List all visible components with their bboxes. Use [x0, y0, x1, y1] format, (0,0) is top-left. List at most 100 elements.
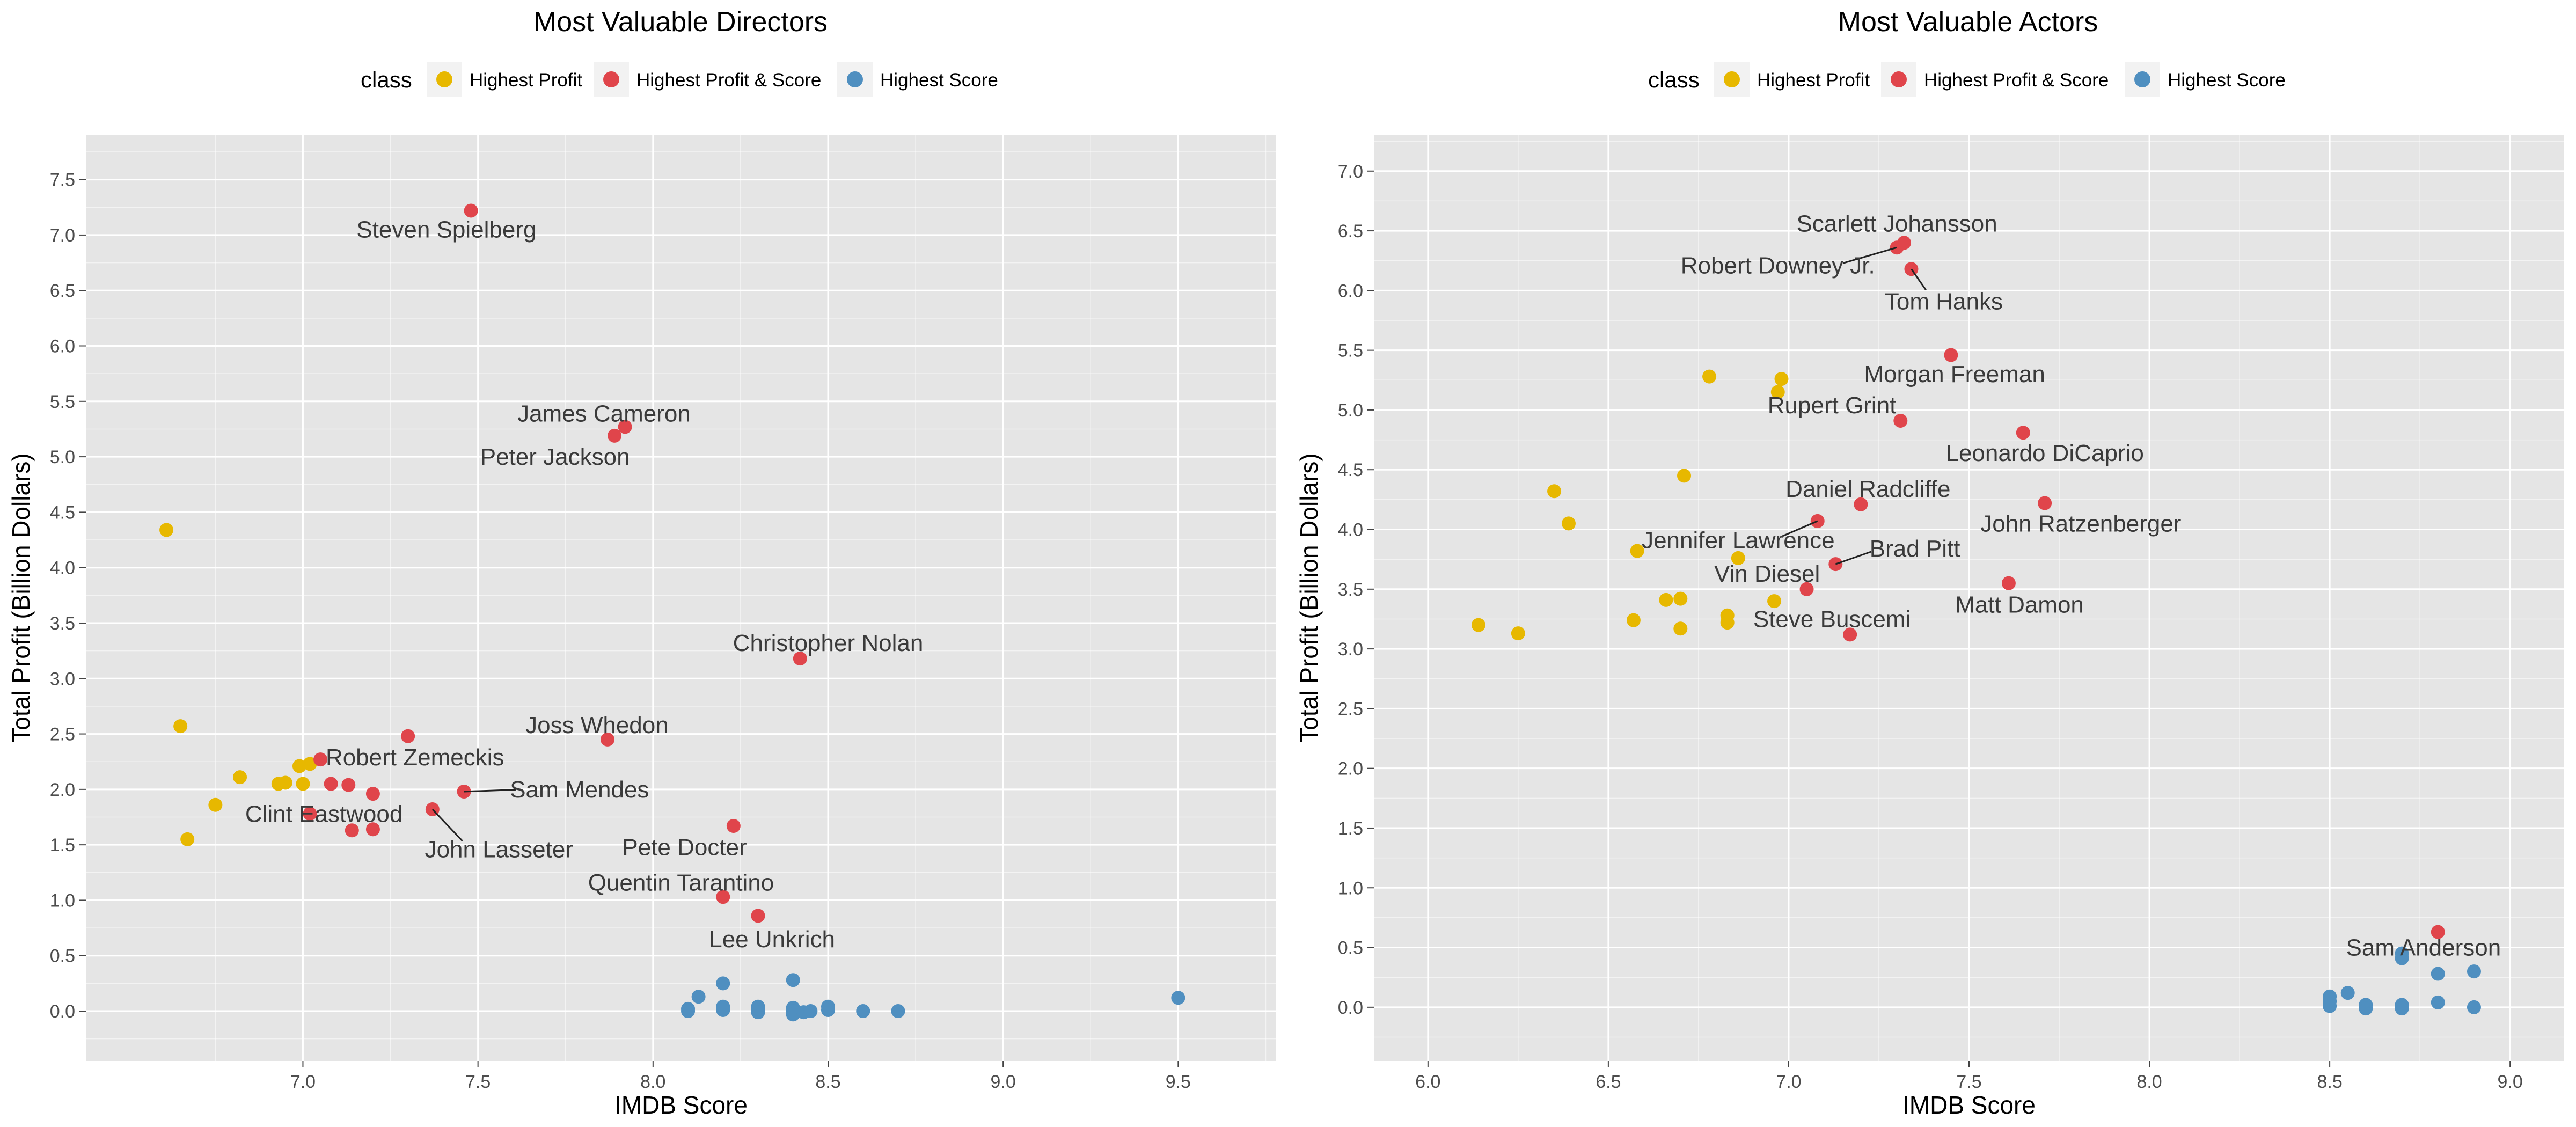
label-leader-line: [464, 788, 516, 793]
x-tick-label: 9.0: [2498, 1072, 2523, 1092]
legend-key-highest-profit-and-score: [1891, 71, 1907, 87]
point-label: Sam Anderson: [2346, 935, 2501, 961]
y-tick-label: 5.0: [1338, 400, 1363, 421]
y-tick-label: 2.5: [1338, 699, 1363, 719]
legend-key-highest-profit-and-score: [603, 71, 619, 87]
gridlines: [86, 135, 1276, 1061]
point-label: Brad Pitt: [1870, 536, 1960, 562]
point-highest-profit-and-score: [1854, 497, 1868, 511]
point-label: Daniel Radcliffe: [1785, 476, 1950, 502]
legend-label-highest-profit-and-score: Highest Profit & Score: [1924, 70, 2109, 91]
point-highest-profit-and-score: [365, 822, 380, 837]
y-tick-label: 1.5: [50, 835, 75, 855]
y-tick-label: 1.0: [1338, 878, 1363, 898]
point-highest-score: [2431, 967, 2445, 981]
point-label: Clint Eastwood: [245, 801, 402, 827]
point-highest-profit-and-score: [608, 428, 622, 443]
point-label: Rupert Grint: [1768, 392, 1897, 419]
point-highest-profit: [159, 523, 174, 537]
y-tick-label: 3.0: [1338, 639, 1363, 660]
x-tick-label: 7.0: [1776, 1072, 1801, 1092]
point-highest-profit: [1770, 385, 1785, 399]
point-highest-score: [821, 1002, 835, 1017]
point-highest-profit: [1767, 594, 1782, 609]
point-highest-profit: [303, 757, 317, 771]
point-highest-profit-and-score: [2431, 925, 2445, 939]
point-highest-profit-and-score: [1799, 582, 1814, 596]
point-label: Quentin Tarantino: [588, 869, 774, 896]
point-highest-score: [2359, 1001, 2373, 1016]
y-tick-label: 4.5: [50, 502, 75, 523]
y-tick-label: 7.0: [1338, 162, 1363, 182]
y-tick-label: 2.0: [1338, 759, 1363, 779]
point-highest-score: [2467, 1000, 2481, 1014]
y-tick-label: 7.5: [50, 170, 75, 191]
point-label: Tom Hanks: [1885, 288, 2003, 314]
point-label: Scarlett Johansson: [1796, 211, 1997, 237]
y-tick-label: 3.0: [50, 669, 75, 689]
point-highest-profit-and-score: [401, 729, 415, 743]
legend-key-highest-profit: [436, 71, 452, 87]
point-highest-profit: [1673, 621, 1688, 636]
point-highest-profit: [1774, 372, 1789, 386]
legend-label-highest-profit: Highest Profit: [1757, 70, 1870, 91]
legend-label-highest-profit: Highest Profit: [470, 70, 582, 91]
x-axis: 6.0 6.5 7.0 7.5 8.0 8.5 9.0: [1415, 1061, 2523, 1092]
point-highest-profit: [233, 770, 247, 785]
y-tick-label: 4.0: [1338, 520, 1363, 540]
point-highest-score: [716, 976, 730, 991]
point-highest-score: [691, 990, 706, 1004]
point-highest-score: [2395, 951, 2409, 965]
point-highest-profit-and-score: [2001, 576, 2016, 590]
x-axis-label: IMDB Score: [1902, 1091, 2036, 1119]
y-tick-label: 4.5: [1338, 460, 1363, 480]
legend-key-highest-score: [2134, 71, 2150, 87]
point-highest-profit-and-score: [618, 420, 632, 434]
y-axis: 0.0 0.5 1.0 1.5 2.0 2.5 3.0 3.5 4.0 4.5 5.0 5.5 6.0 6…: [50, 170, 86, 1022]
y-axis-label: Total Profit (Billion Dollars): [1295, 453, 1323, 742]
x-tick-label: 8.5: [815, 1072, 840, 1092]
point-highest-profit: [1471, 618, 1485, 632]
y-axis: 0.0 0.5 1.0 1.5 2.0 2.5 3.0 3.5 4.0 4.5 5.0 5.5 6.0 6…: [1338, 162, 1374, 1018]
chart-legend: class Highest Profit Highest Profit & Sc…: [361, 62, 998, 97]
point-highest-profit-and-score: [2016, 426, 2030, 440]
y-tick-label: 3.5: [50, 613, 75, 634]
legend-title: class: [361, 67, 412, 92]
point-highest-profit: [1659, 592, 1673, 607]
legend-label-highest-profit-and-score: Highest Profit & Score: [636, 70, 821, 91]
x-tick-label: 7.0: [290, 1072, 316, 1092]
point-highest-profit: [180, 832, 195, 846]
x-tick-label: 6.0: [1415, 1072, 1440, 1092]
gridlines: [1374, 135, 2564, 1061]
y-tick-label: 6.5: [50, 281, 75, 301]
y-tick-label: 1.0: [50, 890, 75, 911]
point-highest-score: [751, 1005, 765, 1020]
point-highest-profit: [1673, 591, 1688, 606]
x-tick-label: 9.5: [1166, 1072, 1191, 1092]
point-highest-score: [891, 1004, 905, 1019]
point-highest-score: [786, 1007, 800, 1022]
x-axis-label: IMDB Score: [614, 1091, 748, 1119]
point-highest-score: [2431, 995, 2445, 1009]
point-label: Peter Jackson: [480, 444, 630, 470]
y-tick-label: 1.5: [1338, 818, 1363, 839]
label-leader-line: [1911, 268, 1927, 291]
point-highest-profit: [1630, 544, 1644, 558]
label-leader-line: [431, 809, 463, 842]
point-label: Steven Spielberg: [356, 217, 536, 243]
y-tick-label: 6.0: [1338, 281, 1363, 301]
x-tick-label: 8.0: [640, 1072, 665, 1092]
y-tick-label: 5.0: [50, 447, 75, 467]
point-highest-profit-and-score: [601, 732, 615, 747]
x-tick-label: 8.5: [2317, 1072, 2342, 1092]
y-tick-label: 7.0: [50, 225, 75, 246]
point-highest-score: [2467, 964, 2481, 979]
chart-legend: class Highest Profit Highest Profit & Sc…: [1648, 62, 2286, 97]
point-highest-profit-and-score: [716, 890, 730, 904]
point-labels: Steven Spielberg James Cameron Peter Jacks…: [245, 217, 923, 953]
point-label: Lee Unkrich: [709, 926, 835, 953]
point-label: Joss Whedon: [525, 712, 669, 738]
label-leader-line: [1843, 246, 1897, 264]
point-highest-profit-and-score: [345, 823, 359, 838]
label-leader-line: [1781, 520, 1818, 537]
